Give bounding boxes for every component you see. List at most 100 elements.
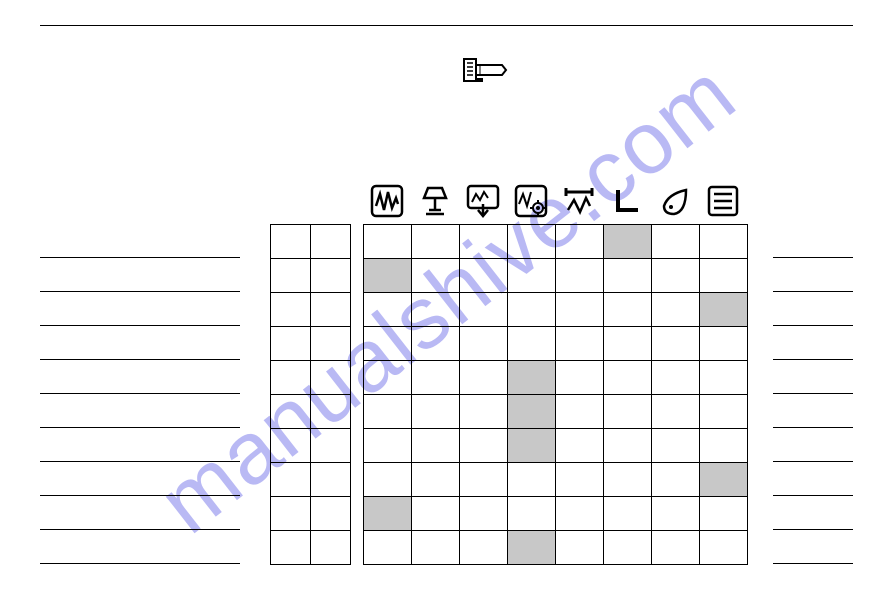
- column-icons-row: [363, 181, 747, 221]
- table-cell: [700, 531, 748, 565]
- ruled-line: [40, 292, 240, 326]
- ruled-line: [773, 360, 853, 394]
- table-cell: [556, 361, 604, 395]
- table-cell: [556, 531, 604, 565]
- table-cell: [311, 395, 351, 429]
- table-cell: [652, 259, 700, 293]
- ruled-line: [773, 462, 853, 496]
- table-cell: [311, 293, 351, 327]
- content-row: [0, 181, 893, 561]
- table-cell: [556, 327, 604, 361]
- ruled-line: [40, 530, 240, 564]
- table-cell: [508, 463, 556, 497]
- table-cell: [700, 429, 748, 463]
- table-cell: [271, 463, 311, 497]
- table-cell: [556, 395, 604, 429]
- ruled-line: [40, 462, 240, 496]
- table-cell: [604, 293, 652, 327]
- left-ruled-lines: [40, 224, 240, 564]
- table-cell: [460, 429, 508, 463]
- table-cell: [412, 531, 460, 565]
- span-icon: [555, 181, 603, 221]
- list-icon: [699, 181, 747, 221]
- table-cell: [508, 259, 556, 293]
- table-cell: [364, 293, 412, 327]
- droplet-icon: [651, 181, 699, 221]
- table-cell: [508, 531, 556, 565]
- table-cell: [604, 463, 652, 497]
- table-cell: [311, 327, 351, 361]
- table-cell: [652, 361, 700, 395]
- table-cell: [460, 463, 508, 497]
- table-cell: [364, 327, 412, 361]
- table-cell: [700, 497, 748, 531]
- table-cell: [364, 259, 412, 293]
- ruled-line: [773, 224, 853, 258]
- table-cell: [700, 259, 748, 293]
- table-cell: [364, 531, 412, 565]
- table-cell: [652, 225, 700, 259]
- table-cell: [604, 225, 652, 259]
- table-cell: [364, 361, 412, 395]
- ruled-line: [40, 496, 240, 530]
- table-cell: [412, 293, 460, 327]
- table-cell: [604, 531, 652, 565]
- table-cell: [460, 531, 508, 565]
- table-cell: [508, 327, 556, 361]
- corner-icon: [603, 181, 651, 221]
- table-cell: [271, 361, 311, 395]
- table-cell: [700, 463, 748, 497]
- table-cell: [508, 361, 556, 395]
- table-cell: [556, 497, 604, 531]
- table-cell: [604, 327, 652, 361]
- table-cell: [604, 361, 652, 395]
- table-cell: [460, 225, 508, 259]
- table-cell: [311, 497, 351, 531]
- top-rule: [40, 25, 853, 26]
- right-ruled-lines: [773, 224, 853, 564]
- table-cell: [652, 429, 700, 463]
- table-cell: [412, 497, 460, 531]
- waveform-icon: [363, 181, 411, 221]
- table-cell: [460, 259, 508, 293]
- table-cell: [652, 293, 700, 327]
- table-cell: [556, 429, 604, 463]
- table-cell: [604, 259, 652, 293]
- table-cell: [604, 497, 652, 531]
- table-cell: [700, 225, 748, 259]
- ruled-line: [773, 530, 853, 564]
- table-cell: [271, 395, 311, 429]
- table-cell: [412, 327, 460, 361]
- table-cell: [700, 361, 748, 395]
- table-cell: [460, 497, 508, 531]
- table-cell: [652, 531, 700, 565]
- waveform-gear-icon: [507, 181, 555, 221]
- download-chart-icon: [459, 181, 507, 221]
- table-cell: [412, 463, 460, 497]
- table-cell: [652, 497, 700, 531]
- table-cell: [271, 497, 311, 531]
- ruled-line: [773, 258, 853, 292]
- table-cell: [508, 395, 556, 429]
- table-cell: [271, 225, 311, 259]
- table-cell: [271, 531, 311, 565]
- table-cell: [700, 395, 748, 429]
- lamp-icon: [411, 181, 459, 221]
- table-cell: [364, 395, 412, 429]
- table-cell: [271, 429, 311, 463]
- ruled-line: [40, 428, 240, 462]
- table-cell: [460, 293, 508, 327]
- table-cell: [364, 429, 412, 463]
- table-cell: [556, 259, 604, 293]
- main-table: [363, 224, 748, 565]
- ruled-line: [40, 394, 240, 428]
- table-cell: [460, 395, 508, 429]
- ruled-line: [773, 394, 853, 428]
- ruled-line: [773, 428, 853, 462]
- table-cell: [412, 259, 460, 293]
- table-cell: [311, 225, 351, 259]
- table-cell: [508, 293, 556, 327]
- table-cell: [508, 225, 556, 259]
- table-cell: [604, 395, 652, 429]
- pointing-hand-icon: [462, 55, 510, 92]
